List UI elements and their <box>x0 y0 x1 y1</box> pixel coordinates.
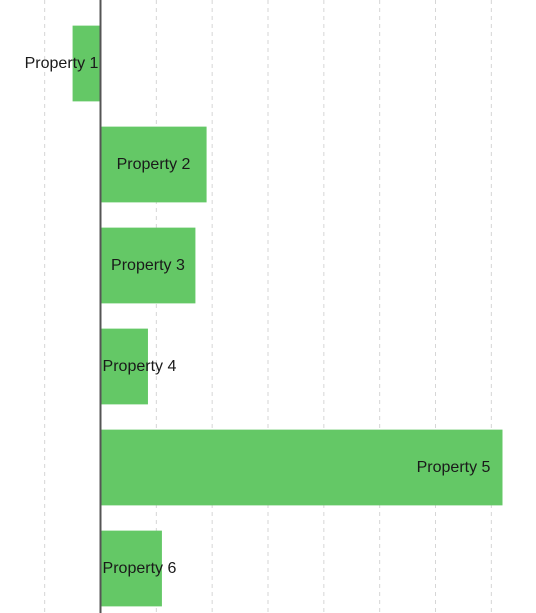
bar-label: Property 4 <box>103 358 177 375</box>
bar-property-5 <box>100 429 503 506</box>
bar-label: Property 1 <box>25 55 99 72</box>
bar-property-2 <box>100 126 207 203</box>
vertical-gridlines <box>44 0 492 613</box>
bar-property-1 <box>72 25 101 102</box>
bars <box>72 25 503 607</box>
bar-label: Property 5 <box>417 459 491 476</box>
bar-labels: Property 1 Property 2 Property 3 Property 4… <box>25 55 491 577</box>
bar-label: Property 2 <box>117 156 191 173</box>
bar-label: Property 6 <box>103 560 177 577</box>
bar-property-4 <box>100 328 148 405</box>
bar-label: Property 3 <box>111 257 185 274</box>
bar-property-3 <box>100 227 196 304</box>
bar-property-6 <box>100 530 162 607</box>
